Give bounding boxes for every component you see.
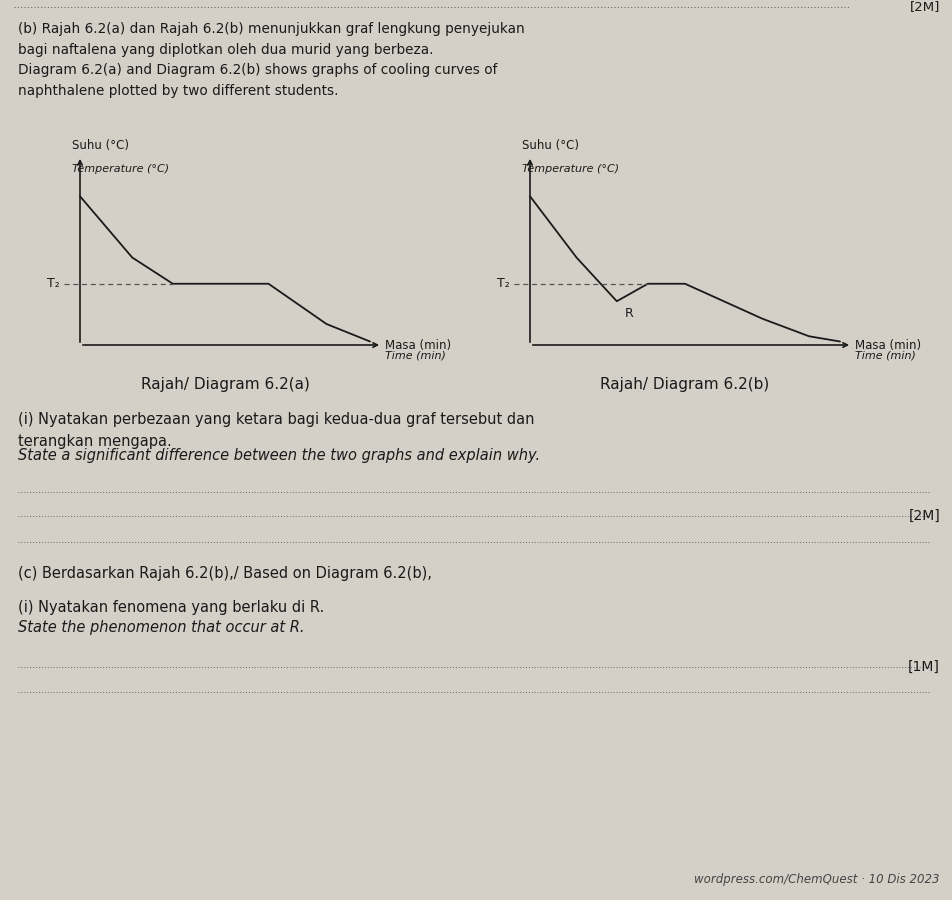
Text: (i) Nyatakan fenomena yang berlaku di R.: (i) Nyatakan fenomena yang berlaku di R. — [18, 600, 325, 615]
Text: wordpress.com/ChemQuest · 10 Dis 2023: wordpress.com/ChemQuest · 10 Dis 2023 — [695, 873, 940, 886]
Text: Rajah/ Diagram 6.2(b): Rajah/ Diagram 6.2(b) — [601, 377, 769, 392]
Text: R: R — [625, 307, 634, 320]
Text: (c) Berdasarkan Rajah 6.2(b),/ Based on Diagram 6.2(b),: (c) Berdasarkan Rajah 6.2(b),/ Based on … — [18, 566, 432, 581]
Text: Suhu (°C): Suhu (°C) — [72, 139, 129, 152]
Text: [2M]: [2M] — [908, 509, 940, 523]
Text: Masa (min): Masa (min) — [855, 339, 922, 352]
Text: (b) Rajah 6.2(a) dan Rajah 6.2(b) menunjukkan graf lengkung penyejukan
bagi naft: (b) Rajah 6.2(a) dan Rajah 6.2(b) menunj… — [18, 22, 525, 98]
Text: [1M]: [1M] — [908, 660, 940, 674]
Text: (i) Nyatakan perbezaan yang ketara bagi kedua-dua graf tersebut dan
terangkan me: (i) Nyatakan perbezaan yang ketara bagi … — [18, 412, 534, 448]
Text: Temperature (°C): Temperature (°C) — [522, 164, 619, 174]
Text: State the phenomenon that occur at R.: State the phenomenon that occur at R. — [18, 620, 305, 635]
Text: Time (min): Time (min) — [385, 351, 446, 361]
Text: Temperature (°C): Temperature (°C) — [72, 164, 169, 174]
Text: State a significant difference between the two graphs and explain why.: State a significant difference between t… — [18, 448, 540, 463]
Text: [2M]: [2M] — [909, 1, 940, 13]
Text: Time (min): Time (min) — [855, 351, 916, 361]
Text: Suhu (°C): Suhu (°C) — [522, 139, 579, 152]
Text: T₂: T₂ — [48, 277, 60, 290]
Text: T₂: T₂ — [497, 277, 510, 290]
Text: Rajah/ Diagram 6.2(a): Rajah/ Diagram 6.2(a) — [141, 377, 309, 392]
Text: Masa (min): Masa (min) — [385, 339, 451, 352]
